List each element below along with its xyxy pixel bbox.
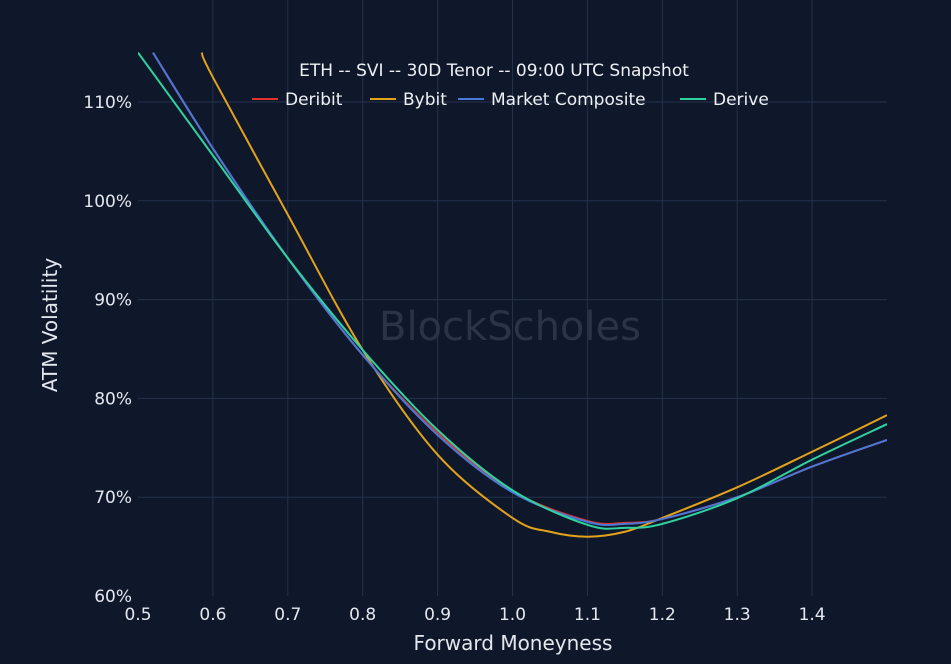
x-tick-label: 0.6 xyxy=(199,605,226,625)
y-tick-label: 100% xyxy=(83,192,132,212)
legend-item-derive[interactable]: Derive xyxy=(680,90,769,110)
legend-label: Deribit xyxy=(285,90,343,110)
y-tick-label: 90% xyxy=(94,291,132,311)
watermark: BlockScholes xyxy=(379,304,641,350)
x-axis-ticks: 0.5 0.6 0.7 0.8 0.9 1.0 1.1 1.2 1.3 1.4 xyxy=(124,605,825,625)
x-tick-label: 0.8 xyxy=(349,605,376,625)
series-line-derive xyxy=(138,52,887,530)
x-tick-label: 0.9 xyxy=(424,605,451,625)
y-tick-label: 80% xyxy=(94,389,132,409)
x-tick-label: 1.2 xyxy=(649,605,676,625)
series-lines xyxy=(138,52,887,538)
legend-label: Bybit xyxy=(403,90,447,110)
chart-title: ETH -- SVI -- 30D Tenor -- 09:00 UTC Sna… xyxy=(299,61,689,81)
x-tick-label: 1.3 xyxy=(724,605,751,625)
x-tick-label: 1.1 xyxy=(574,605,601,625)
legend-label: Market Composite xyxy=(491,90,646,110)
legend-item-bybit[interactable]: Bybit xyxy=(370,90,447,110)
x-axis-title: Forward Moneyness xyxy=(414,631,613,655)
legend: Deribit Bybit Market Composite Derive xyxy=(252,90,769,110)
x-tick-label: 1.0 xyxy=(499,605,526,625)
x-tick-label: 0.7 xyxy=(274,605,301,625)
legend-label: Derive xyxy=(713,90,769,110)
legend-item-market-composite[interactable]: Market Composite xyxy=(458,90,646,110)
legend-item-deribit[interactable]: Deribit xyxy=(252,90,343,110)
y-axis-ticks: 60% 70% 80% 90% 100% 110% xyxy=(83,93,132,607)
series-line-bybit xyxy=(200,52,887,538)
y-axis-title: ATM Volatility xyxy=(38,258,62,392)
gridlines xyxy=(138,0,887,596)
x-tick-label: 0.5 xyxy=(124,605,151,625)
x-tick-label: 1.4 xyxy=(799,605,826,625)
y-tick-label: 70% xyxy=(94,488,132,508)
y-tick-label: 110% xyxy=(83,93,132,113)
y-tick-label: 60% xyxy=(94,587,132,607)
